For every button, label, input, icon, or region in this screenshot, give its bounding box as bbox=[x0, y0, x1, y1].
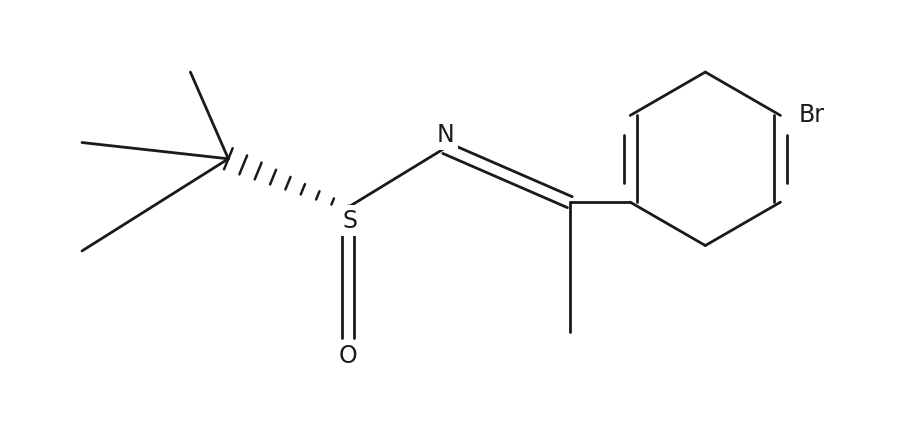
Text: O: O bbox=[338, 344, 356, 368]
Text: S: S bbox=[342, 209, 357, 233]
Text: Br: Br bbox=[798, 104, 824, 127]
Text: N: N bbox=[435, 123, 454, 147]
